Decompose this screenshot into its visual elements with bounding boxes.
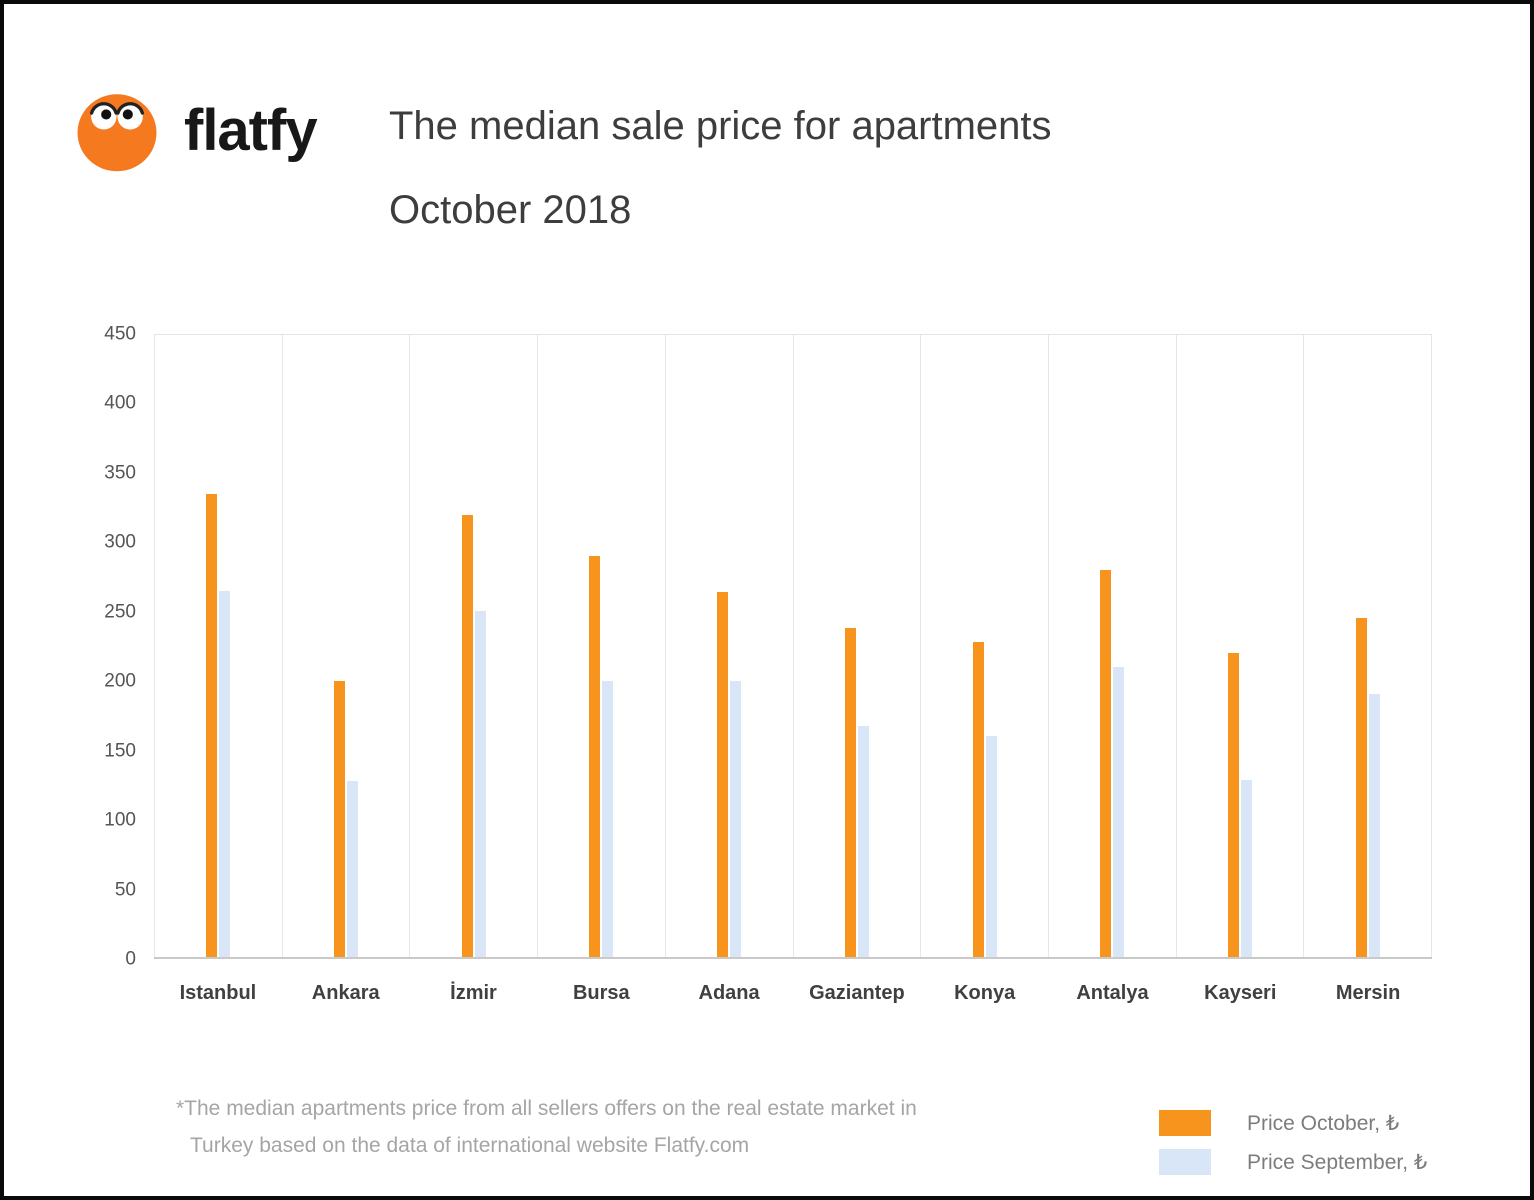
bar-september — [1368, 694, 1380, 957]
x-axis-label: Konya — [954, 982, 1016, 1004]
footnote-line-1: *The median apartments price from all se… — [176, 1097, 917, 1120]
bar-group — [206, 335, 231, 957]
bar-september — [347, 781, 359, 957]
title-line-1: The median sale price for apartments — [389, 104, 1052, 148]
x-axis-labels: Istanbul Ankara İzmir Bursa Adana Gaziantep Ko… — [154, 982, 1432, 1005]
x-axis-label: İzmir — [450, 982, 497, 1004]
title-line-2: October 2018 — [389, 188, 632, 232]
bar-september — [857, 726, 869, 957]
plot-column — [1175, 335, 1304, 957]
flatfy-logo-icon — [77, 94, 157, 172]
bar-september — [219, 590, 231, 957]
bar-september — [730, 680, 742, 957]
bar-group — [1355, 335, 1380, 957]
y-tick-label: 200 — [104, 670, 136, 692]
bar-october — [972, 641, 984, 957]
y-tick-label: 400 — [104, 392, 136, 414]
bar-group — [1227, 335, 1252, 957]
plot-column — [1303, 335, 1433, 957]
bar-group — [589, 335, 614, 957]
bar-october — [461, 514, 473, 957]
bar-october — [844, 628, 856, 957]
bar-group — [461, 335, 486, 957]
bar-october — [717, 592, 729, 957]
bar-september — [602, 680, 614, 957]
page-title: The median sale price for apartments Oct… — [389, 104, 1052, 232]
y-tick-label: 150 — [104, 740, 136, 762]
logo-text: flatfy — [184, 98, 318, 163]
logo: flatfy — [70, 82, 318, 176]
x-axis-label: Adana — [698, 982, 760, 1004]
legend: Price October, ₺ Price September, ₺ — [1159, 1110, 1427, 1188]
y-tick-label: 50 — [114, 879, 136, 901]
legend-swatch — [1159, 1110, 1211, 1136]
bar-group — [334, 335, 359, 957]
bar-october — [334, 680, 346, 957]
y-tick-label: 450 — [104, 323, 136, 345]
y-tick-label: 300 — [104, 531, 136, 553]
plot-column — [920, 335, 1048, 957]
bar-september — [1240, 780, 1252, 957]
legend-swatch — [1159, 1149, 1211, 1175]
x-axis-label: Gaziantep — [809, 982, 905, 1004]
plot-column — [409, 335, 537, 957]
x-axis-label: Mersin — [1335, 982, 1401, 1004]
bar-october — [1100, 569, 1112, 957]
legend-row: Price September, ₺ — [1159, 1149, 1427, 1175]
y-tick-label: 100 — [104, 809, 136, 831]
bar-september — [1113, 666, 1125, 957]
x-axis-label: Bursa — [572, 982, 630, 1004]
x-axis-label: Kayseri — [1204, 982, 1277, 1004]
x-axis-label: Ankara — [311, 982, 380, 1004]
bar-october — [1355, 618, 1367, 957]
bar-october — [206, 493, 218, 957]
x-axis-label: Istanbul — [179, 982, 257, 1004]
plot-column — [1047, 335, 1176, 957]
plot-column — [537, 335, 665, 957]
bar-september — [985, 735, 997, 957]
footnote: *The median apartments price from all se… — [176, 1090, 917, 1164]
legend-label: Price October, ₺ — [1247, 1111, 1400, 1135]
footnote-line-2: Turkey based on the data of internationa… — [190, 1134, 750, 1157]
y-axis-labels: 0 50 100 150 200 250 300 350 400 450 — [54, 325, 146, 969]
bar-group — [717, 335, 742, 957]
plot-column — [154, 335, 282, 957]
bar-group — [844, 335, 869, 957]
y-tick-label: 350 — [104, 462, 136, 484]
x-axis-label: Antalya — [1076, 982, 1149, 1004]
bar-october — [1227, 652, 1239, 957]
bar-september — [474, 611, 486, 957]
plot-column — [792, 335, 921, 957]
legend-label: Price September, ₺ — [1247, 1150, 1428, 1174]
plot-area — [154, 334, 1433, 959]
y-tick-label: 250 — [104, 601, 136, 623]
legend-row: Price October, ₺ — [1159, 1110, 1427, 1136]
bar-group — [1100, 335, 1125, 957]
plot-column — [281, 335, 410, 957]
bar-group — [972, 335, 997, 957]
y-tick-label: 0 — [125, 948, 136, 970]
plot-column — [664, 335, 793, 957]
bar-october — [589, 556, 601, 957]
